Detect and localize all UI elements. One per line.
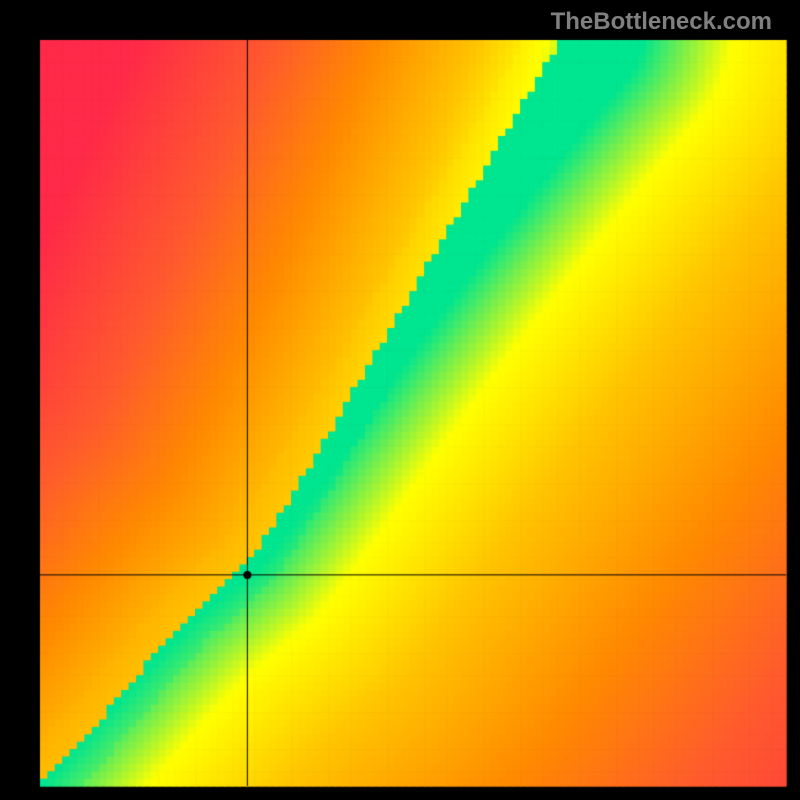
bottleneck-heatmap	[0, 0, 800, 800]
watermark-text: TheBottleneck.com	[551, 8, 772, 36]
